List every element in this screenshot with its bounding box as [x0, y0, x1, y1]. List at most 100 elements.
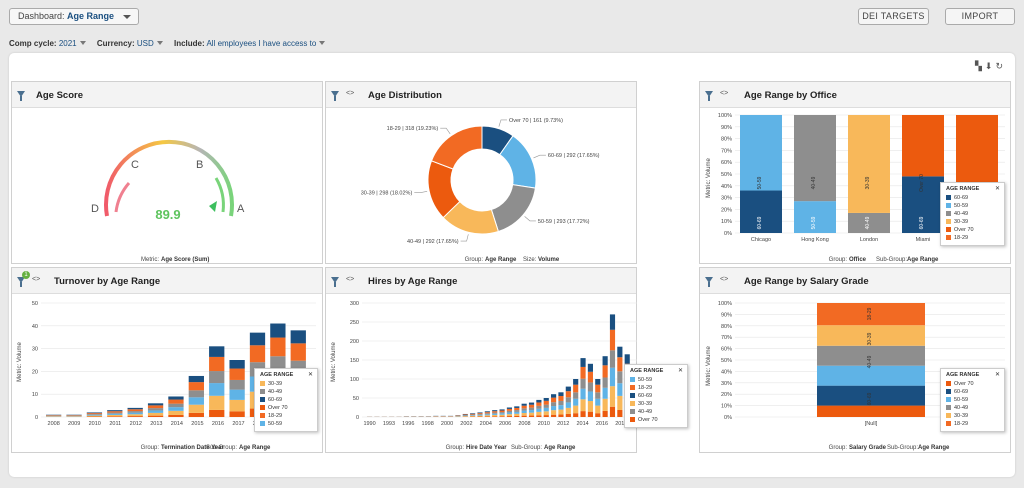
legend-label: Over 70: [268, 405, 288, 411]
y-tick-label: 60%: [721, 347, 732, 353]
legend-item[interactable]: 50-59: [946, 202, 999, 210]
footer-group-label: Group:: [446, 445, 465, 451]
code-icon[interactable]: <>: [346, 276, 355, 283]
panel-title: Turnover by Age Range: [54, 276, 161, 287]
legend-item[interactable]: 18-29: [630, 384, 682, 392]
legend-item[interactable]: 40-49: [260, 388, 312, 396]
filter-icon[interactable]: [705, 277, 713, 287]
bar-segment: [558, 409, 564, 415]
filter-bar: Comp cycle: 2021 Currency: USD Include: …: [9, 39, 334, 48]
close-icon[interactable]: ✕: [994, 372, 1000, 378]
download-icon[interactable]: ⬇: [984, 61, 996, 71]
y-axis-label: Metric: Volume: [17, 342, 23, 382]
bar-segment: [107, 410, 123, 412]
bar-segment: [229, 360, 245, 369]
grade-b: B: [196, 159, 203, 171]
filter-icon[interactable]: [17, 91, 25, 101]
legend-item[interactable]: 60-69: [630, 392, 682, 400]
legend-item[interactable]: 40-49: [946, 404, 999, 412]
slice-label: 60-69 | 292 (17.65%): [548, 153, 600, 159]
legend-label: 50-59: [638, 377, 653, 383]
legend-item[interactable]: 60-69: [260, 396, 312, 404]
legend-item[interactable]: 50-59: [946, 396, 999, 404]
code-icon[interactable]: <>: [720, 276, 729, 283]
x-tick-label: 2009: [68, 421, 80, 427]
y-tick-label: 30%: [721, 381, 732, 387]
filter-icon[interactable]: [705, 91, 713, 101]
legend-item[interactable]: 30-39: [946, 218, 999, 226]
bar-segment: [609, 314, 616, 330]
import-button[interactable]: IMPORT: [945, 8, 1015, 25]
y-tick-label: 40%: [721, 184, 732, 190]
y-tick-label: 40: [32, 324, 38, 330]
layout-icon[interactable]: ▚: [974, 61, 985, 71]
canvas-toolbar: ▚⬇↻: [975, 61, 1006, 72]
y-tick-label: 20: [32, 369, 38, 375]
leader-line: [414, 191, 428, 194]
bar-segment: [536, 405, 542, 409]
x-tick-label: 2010: [538, 421, 550, 427]
legend-item[interactable]: Over 70: [946, 380, 999, 388]
include-select[interactable]: All employees I have access to: [206, 39, 317, 48]
legend-item[interactable]: 18-29: [260, 412, 312, 420]
legend-label: 30-39: [954, 219, 969, 225]
legend-item[interactable]: 60-69: [946, 194, 999, 202]
bar-segment: [188, 412, 204, 417]
legend-item[interactable]: 50-59: [630, 376, 682, 384]
bar-segment: [609, 350, 616, 368]
legend-item[interactable]: 60-69: [946, 388, 999, 396]
close-icon[interactable]: ✕: [994, 186, 1000, 192]
code-icon[interactable]: <>: [346, 90, 355, 97]
legend-item[interactable]: 30-39: [260, 380, 312, 388]
comp-cycle-select[interactable]: 2021: [58, 39, 77, 48]
filter-icon[interactable]: [17, 277, 25, 287]
bar-label: 30-39: [867, 332, 873, 345]
bar-segment: [484, 412, 490, 414]
bar-segment: [521, 405, 527, 409]
code-icon[interactable]: <>: [720, 90, 729, 97]
legend-label: Over 70: [954, 381, 974, 387]
code-icon[interactable]: <>: [32, 276, 41, 283]
bar-segment: [107, 413, 123, 415]
bar-segment: [470, 415, 476, 416]
footer-size-value: Volume: [538, 257, 560, 263]
close-icon[interactable]: ✕: [307, 372, 313, 378]
y-tick-label: 30: [32, 347, 38, 353]
dei-targets-button[interactable]: DEI TARGETS: [858, 8, 929, 25]
panel-title: Age Range by Office: [744, 90, 837, 101]
currency-label: Currency:: [96, 39, 135, 48]
gauge-inner-arc: [114, 182, 131, 213]
bar-label: 50-59: [811, 216, 817, 229]
legend-item[interactable]: 18-29: [946, 234, 999, 242]
bar-segment: [514, 406, 520, 408]
legend-swatch: [946, 211, 951, 217]
legend-item[interactable]: 40-49: [946, 210, 999, 218]
legend-item[interactable]: 50-59: [260, 420, 312, 428]
filter-icon[interactable]: [331, 91, 339, 101]
legend-item[interactable]: 30-39: [946, 412, 999, 420]
bar-segment: [127, 414, 143, 417]
donut-chart: Group: Age Range Size: Volume Over 70 | …: [361, 118, 600, 263]
dashboard-dropdown[interactable]: Dashboard: Age Range: [9, 8, 140, 25]
currency-select[interactable]: USD: [136, 39, 154, 48]
bar-segment: [147, 415, 164, 417]
legend-item[interactable]: 40-49: [630, 408, 682, 416]
bar-segment: [573, 384, 579, 393]
legend-item[interactable]: 18-29: [946, 420, 999, 428]
footer-group-label: Group:: [829, 257, 848, 263]
legend-item[interactable]: 30-39: [630, 400, 682, 408]
bar-segment: [580, 388, 586, 400]
bar-segment: [565, 413, 571, 417]
bar-segment: [565, 407, 571, 414]
legend-item[interactable]: Over 70: [946, 226, 999, 234]
legend-item[interactable]: Over 70: [260, 404, 312, 412]
refresh-icon[interactable]: ↻: [995, 61, 1006, 71]
bar-segment: [587, 363, 593, 372]
y-tick-label: 30%: [721, 196, 732, 202]
chevron-down-icon: [79, 41, 86, 46]
legend-item[interactable]: Over 70: [630, 416, 682, 424]
close-icon[interactable]: ✕: [677, 368, 683, 374]
bar-segment: [580, 358, 586, 367]
x-tick-label: 1998: [422, 421, 434, 427]
filter-icon[interactable]: [331, 277, 339, 287]
